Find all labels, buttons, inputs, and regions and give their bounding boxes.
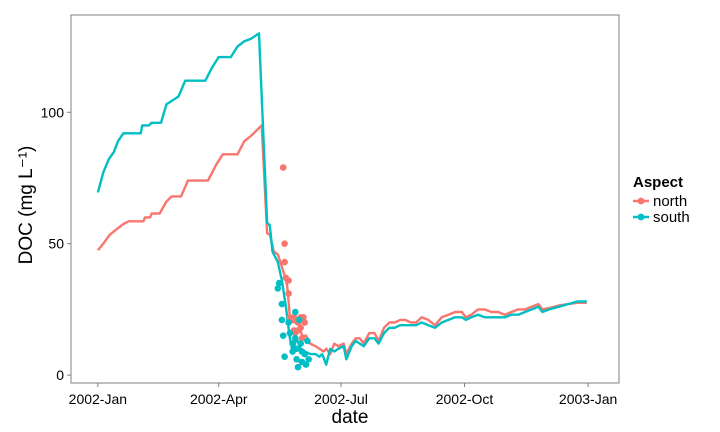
data-point-south-6 [285, 319, 292, 326]
data-point-south-16 [297, 340, 305, 347]
data-point-north-8 [290, 314, 298, 321]
series-line-south [96, 32, 587, 366]
data-point-south-21 [304, 337, 311, 345]
data-point-north-1 [281, 240, 288, 247]
data-point-south-5 [281, 353, 288, 361]
data-point-south-19 [301, 350, 309, 358]
legend-dot-south [637, 213, 645, 221]
x-axis-title: date [332, 407, 369, 428]
x-tick-label: 2002-Jan [69, 391, 127, 407]
series-lines [96, 32, 587, 366]
data-point-south-8 [289, 340, 296, 347]
data-point-north-2 [281, 258, 288, 266]
y-tick-label: 50 [48, 236, 64, 252]
legend-label-north: north [653, 193, 687, 210]
series-points [274, 164, 313, 371]
legend-label-south: south [653, 209, 690, 226]
legend-dot-north [637, 197, 645, 205]
data-point-south-15 [296, 316, 303, 324]
data-point-south-1 [275, 279, 283, 287]
x-tick-label: 2002-Jul [314, 391, 368, 407]
data-point-north-5 [285, 290, 292, 297]
legend-title: Aspect [633, 174, 683, 191]
data-point-south-11 [292, 335, 299, 342]
x-tick-label: 2002-Oct [436, 391, 494, 407]
data-point-north-15 [298, 335, 306, 342]
data-point-south-0 [274, 285, 282, 292]
data-point-south-2 [278, 300, 286, 308]
data-point-south-12 [293, 345, 300, 353]
data-point-south-13 [293, 356, 300, 363]
legend: Aspect north south [633, 174, 690, 226]
axis-ticks: 2002-Jan 2002-Apr 2002-Jul 2002-Oct 2003-Jan… [41, 104, 618, 407]
data-point-north-0 [279, 164, 287, 171]
plot-panel [70, 14, 620, 384]
x-tick-label: 2002-Apr [190, 391, 248, 407]
data-point-south-4 [279, 332, 287, 340]
x-tick-label: 2003-Jan [559, 391, 617, 407]
data-point-south-7 [286, 329, 294, 337]
data-point-south-20 [302, 361, 310, 368]
legend-item-south: south [633, 209, 690, 226]
series-line-north [96, 124, 587, 356]
data-point-south-3 [278, 316, 286, 324]
data-point-north-17 [301, 319, 309, 326]
data-point-north-4 [285, 277, 292, 284]
y-axis-title: DOC (mg L⁻¹) [16, 146, 37, 265]
y-tick-label: 100 [41, 104, 65, 120]
y-tick-label: 0 [56, 367, 64, 383]
data-point-south-10 [292, 308, 299, 316]
legend-item-north: north [633, 193, 687, 210]
data-point-south-14 [294, 363, 302, 371]
data-point-south-22 [305, 356, 313, 363]
data-point-north-14 [297, 324, 305, 332]
